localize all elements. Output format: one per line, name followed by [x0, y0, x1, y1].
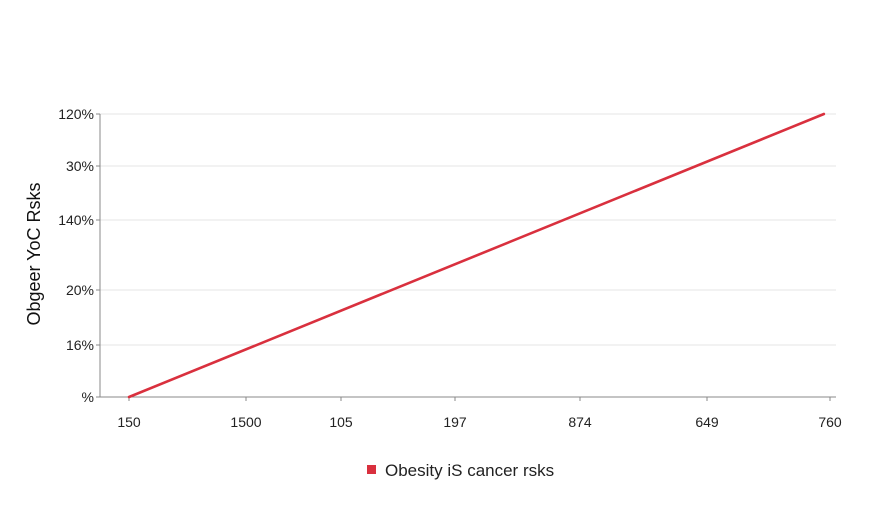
- axes: [96, 113, 836, 401]
- legend-label: Obesity iS cancer rsks: [385, 461, 554, 480]
- x-tick-labels: 150 1500 105 197 874 649 760: [117, 414, 842, 430]
- series-lines: [127, 112, 826, 399]
- series-line-0: [127, 112, 826, 399]
- x-tick-label-3: 197: [443, 414, 467, 430]
- grid-lines: [100, 113, 836, 346]
- x-tick-label-6: 760: [818, 414, 842, 430]
- y-tick-label-3: 140%: [58, 212, 94, 228]
- legend: Obesity iS cancer rsks: [367, 461, 554, 480]
- y-tick-label-1: 16%: [66, 337, 94, 353]
- y-tick-labels: % 16% 20% 140% 30% 120%: [58, 106, 94, 405]
- y-axis-label: Obgeer YoC Rsks: [24, 182, 44, 325]
- x-tick-label-4: 874: [568, 414, 592, 430]
- x-tick-label-2: 105: [329, 414, 353, 430]
- y-tick-label-4: 30%: [66, 158, 94, 174]
- legend-swatch: [367, 465, 376, 474]
- y-tick-label-5: 120%: [58, 106, 94, 122]
- x-tick-label-1: 1500: [230, 414, 261, 430]
- y-tick-label-0: %: [82, 389, 94, 405]
- x-tick-label-5: 649: [695, 414, 719, 430]
- y-tick-label-2: 20%: [66, 282, 94, 298]
- x-tick-label-0: 150: [117, 414, 141, 430]
